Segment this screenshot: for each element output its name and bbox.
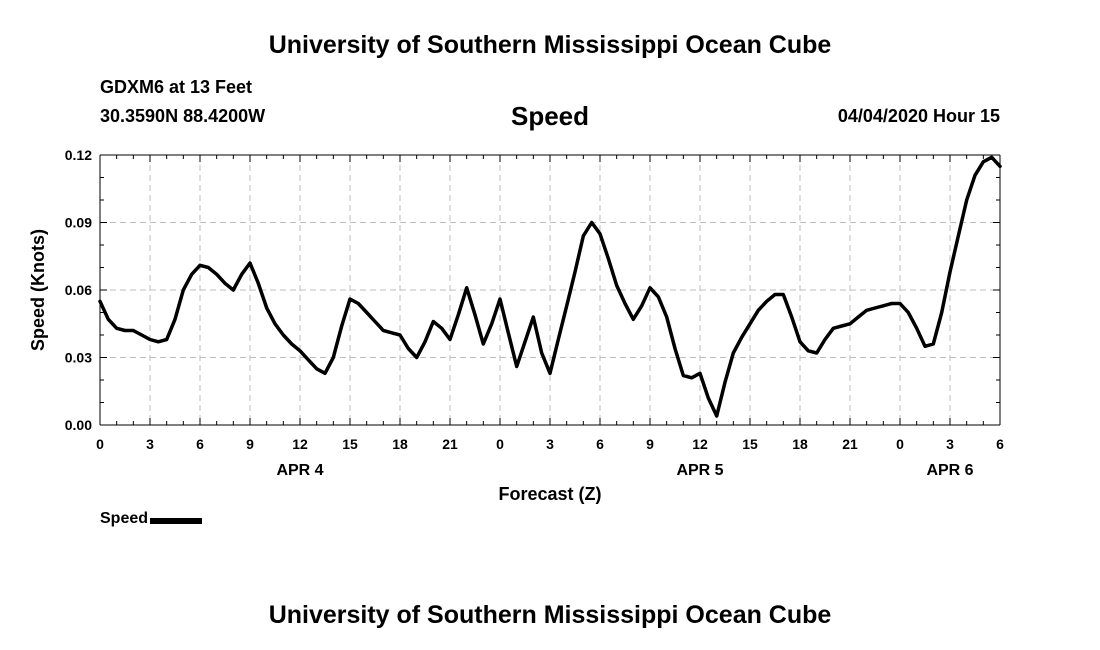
legend: Speed: [100, 510, 203, 528]
x-tick-label: 0: [496, 436, 504, 452]
chart-title: Speed: [510, 101, 590, 131]
x-tick-label: 3: [146, 436, 154, 452]
tick-labels: 0 3 6 9 12 15 18 21 0 3 6 9 12 15 18 21 0 3 6 APR 4 APR 5 APR…: [65, 147, 1004, 479]
y-axis-label: Speed (Knots): [28, 229, 48, 351]
x-tick-label: 6: [196, 436, 204, 452]
x-tick-label: 6: [996, 436, 1004, 452]
ticks: [99, 154, 1001, 426]
x-tick-label: 18: [792, 436, 808, 452]
coordinates-label: 30.3590N 88.4200W: [100, 106, 266, 126]
series: [98, 155, 1002, 418]
top-title: University of Southern Mississippi Ocean…: [268, 31, 832, 59]
y-tick-label: 0.12: [65, 147, 92, 163]
x-tick-label: 0: [896, 436, 904, 452]
y-tick-label: 0.03: [65, 350, 92, 366]
x-tick-label: 21: [842, 436, 858, 452]
speed-series-line: [98, 155, 1002, 418]
y-tick-label: 0.09: [65, 215, 92, 231]
x-day-label: APR 4: [276, 462, 323, 479]
legend-label: Speed: [100, 510, 149, 527]
x-tick-label: 15: [742, 436, 758, 452]
x-day-label: APR 5: [676, 462, 723, 479]
bottom-title: University of Southern Mississippi Ocean…: [268, 601, 832, 629]
x-tick-label: 21: [442, 436, 458, 452]
y-tick-label: 0.06: [65, 282, 92, 298]
legend-line-swatch: [150, 518, 203, 524]
x-tick-label: 12: [692, 436, 708, 452]
x-tick-label: 15: [342, 436, 358, 452]
x-tick-label: 0: [96, 436, 104, 452]
x-tick-label: 3: [946, 436, 954, 452]
x-tick-label: 9: [646, 436, 654, 452]
x-tick-label: 3: [546, 436, 554, 452]
grid-lines: [100, 155, 1000, 425]
x-tick-label: 18: [392, 436, 408, 452]
x-axis-label: Forecast (Z): [498, 484, 601, 504]
x-tick-label: 6: [596, 436, 604, 452]
x-tick-label: 9: [246, 436, 254, 452]
x-tick-label: 12: [292, 436, 308, 452]
x-day-label: APR 6: [926, 462, 973, 479]
station-label: GDXM6 at 13 Feet: [100, 77, 253, 97]
timestamp-label: 04/04/2020 Hour 15: [837, 106, 1000, 126]
y-tick-label: 0.00: [65, 417, 92, 433]
